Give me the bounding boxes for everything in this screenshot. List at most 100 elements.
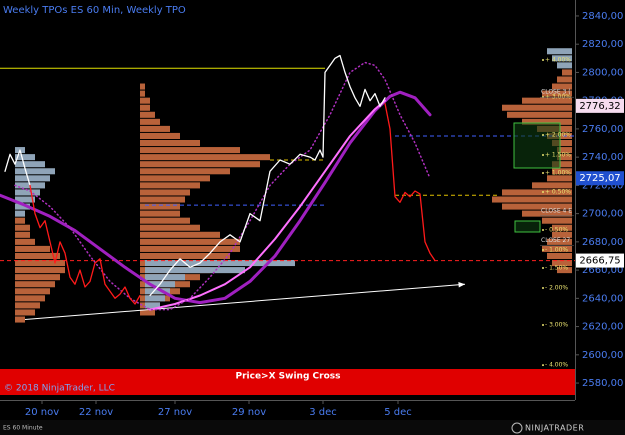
pct-marker: [542, 171, 544, 174]
tpo-bar: [15, 245, 50, 252]
tpo-bar: [15, 175, 50, 182]
chart-title: Weekly TPOs ES 60 Min, Weekly TPO: [3, 5, 186, 16]
tpo-bar: [145, 295, 165, 302]
y-tick-label: 2600,00: [582, 350, 623, 361]
x-tick-label: 29 nov: [232, 407, 266, 418]
tpo-bar: [522, 97, 572, 104]
tpo-bar: [15, 168, 55, 175]
tpo-bar: [552, 168, 572, 175]
tpo-bar: [15, 189, 40, 196]
y-tick-label: 2820,00: [582, 39, 623, 50]
tpo-bar: [15, 281, 55, 288]
tpo-bar: [140, 224, 200, 231]
tpo-bar: [145, 288, 170, 295]
alert-text: Price>X Swing Cross: [236, 372, 341, 382]
tpo-bar: [15, 154, 35, 161]
overlay: + 4.00%+ 3.00%+ 2.00%+ 1.50%+ 1.00%+ 0.5…: [540, 57, 574, 369]
tpo-bar: [140, 309, 155, 316]
zone-box: [513, 122, 561, 169]
pct-marker: [542, 229, 544, 232]
price-tag-label: 2776,32: [579, 101, 620, 112]
price-tag-label: 2725,07: [579, 173, 620, 184]
tpo-bar: [15, 274, 60, 281]
tpo-bar: [140, 83, 145, 90]
tpo-bar: [552, 224, 572, 231]
tpo-bar: [15, 217, 25, 224]
tpo-bar: [547, 252, 572, 260]
tpo-bar: [522, 210, 572, 217]
price-line: [29, 102, 436, 305]
price-tag-label: 2666,75: [579, 256, 620, 267]
tpo-bar: [15, 295, 45, 302]
tpo-bar: [552, 231, 572, 238]
pct-label: - 4.00%: [545, 362, 568, 369]
tpo-bar: [15, 288, 50, 295]
tpo-bar: [140, 189, 190, 196]
tpo-bar: [502, 203, 572, 210]
pct-label: - 1.00%: [545, 247, 568, 254]
x-tick-label: 27 nov: [158, 407, 192, 418]
tpo-bar: [552, 139, 572, 147]
price-tag: [576, 253, 624, 268]
tpo-bar: [140, 154, 270, 161]
tpo-bar: [140, 238, 240, 245]
tpo-bar: [140, 203, 180, 210]
y-tick-label: 2840,00: [582, 11, 623, 22]
tpo-bar: [552, 260, 572, 267]
tpo-bar: [140, 252, 230, 260]
pct-label: - 3.00%: [545, 322, 568, 329]
tpo-bar: [562, 69, 572, 76]
tpo-bar: [145, 267, 245, 274]
y-tick-label: 2580,00: [582, 378, 623, 389]
pct-label: + 4.00%: [545, 57, 571, 64]
tpo-bar: [15, 309, 35, 316]
x-tick-label: 5 dec: [384, 407, 412, 418]
tpo-bar: [15, 302, 40, 309]
alert-banner: [0, 369, 575, 395]
y-tick-label: 2680,00: [582, 237, 623, 248]
y-tick-label: 2760,00: [582, 124, 623, 135]
copyright: © 2018 NinjaTrader, LLC: [4, 384, 115, 394]
tpo-bar: [15, 203, 30, 210]
status-bar: [0, 420, 625, 435]
tpo-bar: [557, 76, 572, 83]
tpo-bar: [557, 147, 572, 154]
tpo-bar: [15, 316, 25, 323]
trendline-arrow: [458, 282, 465, 288]
y-tick-label: 2740,00: [582, 152, 623, 163]
logo-icon: [511, 422, 523, 434]
pct-marker: [542, 324, 544, 327]
tpo-bar: [557, 267, 572, 274]
tpo-bar: [140, 118, 160, 125]
tpo-bar: [532, 182, 572, 189]
tpo-bar: [542, 245, 572, 252]
close-label: CLOSE 4 E: [541, 207, 572, 214]
tpo-bar: [542, 90, 572, 97]
y-tick-label: 2700,00: [582, 209, 623, 220]
pct-label: + 2.00%: [545, 131, 571, 138]
close-label: CLOSE 27: [541, 237, 570, 244]
tpo-bar: [502, 189, 572, 196]
close-label: CLOSE 3 (: [541, 89, 571, 96]
pct-marker: [542, 249, 544, 252]
y-tick-label: 2800,00: [582, 67, 623, 78]
tpo-bar: [557, 154, 572, 161]
tpo-bar: [15, 267, 65, 274]
tpo-bar: [15, 196, 35, 203]
instrument: ES 60 Minute: [3, 425, 43, 432]
tpo-bar: [145, 302, 160, 309]
tpo-bar: [140, 104, 150, 111]
y-tick-label: 2620,00: [582, 322, 623, 333]
tpo-bar: [547, 238, 572, 245]
tpo-bar: [140, 132, 180, 139]
pct-label: - 2.00%: [545, 285, 568, 292]
tpo-bar: [15, 224, 30, 231]
pct-marker: [542, 287, 544, 290]
tpo-bar: [557, 62, 572, 69]
tpo-bar: [522, 118, 572, 125]
tpo-bar: [552, 55, 572, 62]
tpo-bar: [140, 182, 200, 189]
tpo-bar: [547, 175, 572, 182]
